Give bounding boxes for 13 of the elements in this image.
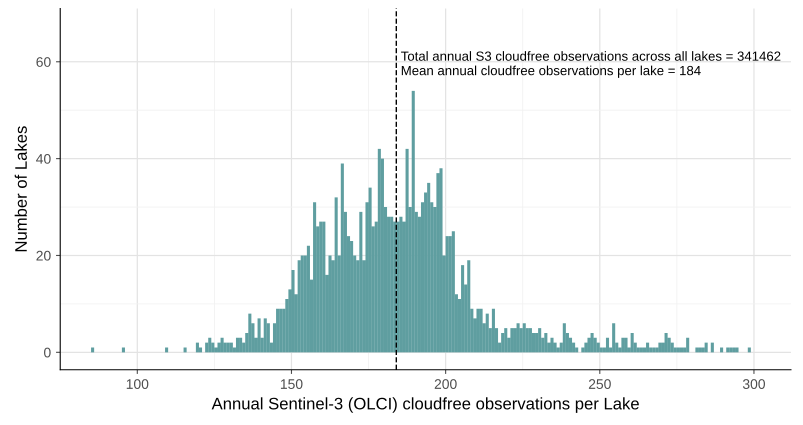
x-tick-label: 250 (588, 379, 611, 389)
x-tick-label: 100 (126, 379, 148, 389)
y-tick-label: 20 (36, 250, 51, 261)
x-tick-label: 200 (434, 379, 457, 389)
y-tick-label: 0 (44, 348, 51, 358)
x-tick-label: 150 (280, 379, 303, 389)
annotation: Mean annual cloudfree observations per lake = 184 (402, 66, 701, 78)
annotation: Total annual S3 cloudfree observations across all lakes = 341462 (401, 51, 780, 61)
y-tick-label: 40 (36, 154, 51, 164)
y-axis-title: Number of Lakes (14, 126, 27, 252)
y-tick-label: 60 (36, 57, 51, 67)
x-tick-label: 300 (742, 379, 765, 389)
x-axis-title: Annual Sentinel-3 (OLCI) cloudfree observations per Lake (212, 397, 639, 413)
